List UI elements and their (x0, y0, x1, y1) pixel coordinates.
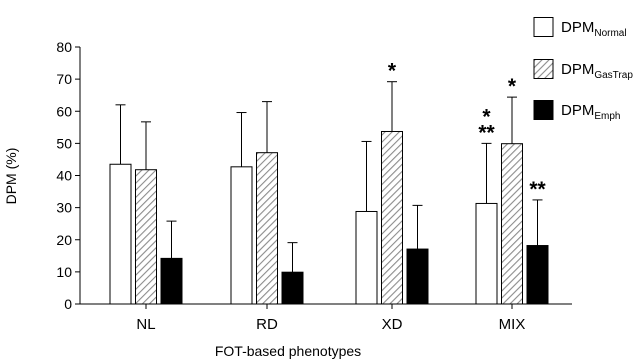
significance-marker: * (388, 60, 397, 83)
bar (501, 143, 523, 305)
legend-swatch (533, 17, 554, 37)
bar (281, 271, 304, 305)
bar (109, 163, 132, 305)
bar (381, 130, 403, 305)
legend-label: DPMEmph (561, 102, 620, 122)
x-axis-title: FOT-based phenotypes (215, 343, 361, 359)
y-tick-label: 60 (56, 103, 72, 119)
significance-marker: * (508, 75, 517, 98)
bar (355, 210, 378, 305)
significance-marker: ** (529, 178, 546, 201)
bar (135, 169, 157, 305)
legend-swatch (533, 59, 554, 79)
significance-marker: ** (478, 121, 495, 144)
y-tick-label: 80 (56, 39, 72, 55)
legend-label: DPMGasTrap (561, 61, 633, 81)
x-tick-label: XD (382, 316, 403, 333)
bar (406, 248, 429, 305)
x-tick-label: MIX (499, 316, 526, 333)
y-tick-label: 30 (56, 200, 72, 216)
legend-label: DPMNormal (561, 19, 627, 39)
bar (475, 202, 498, 305)
bar (526, 245, 549, 305)
bar (256, 152, 278, 305)
y-tick-label: 20 (56, 232, 72, 248)
y-tick-label: 50 (56, 135, 72, 151)
y-tick-label: 40 (56, 168, 72, 184)
legend-swatch (533, 100, 554, 120)
y-tick-label: 10 (56, 264, 72, 280)
bar (160, 257, 183, 305)
y-tick-label: 70 (56, 71, 72, 87)
x-tick-label: RD (256, 316, 278, 333)
legend: DPMNormal DPMGasTrap DPMEmph (533, 17, 633, 122)
significance-marker: * (482, 105, 491, 128)
y-tick-label: 0 (64, 296, 72, 312)
y-axis-title: DPM (%) (3, 148, 19, 205)
x-tick-label: NL (136, 316, 155, 333)
bar (230, 166, 253, 305)
